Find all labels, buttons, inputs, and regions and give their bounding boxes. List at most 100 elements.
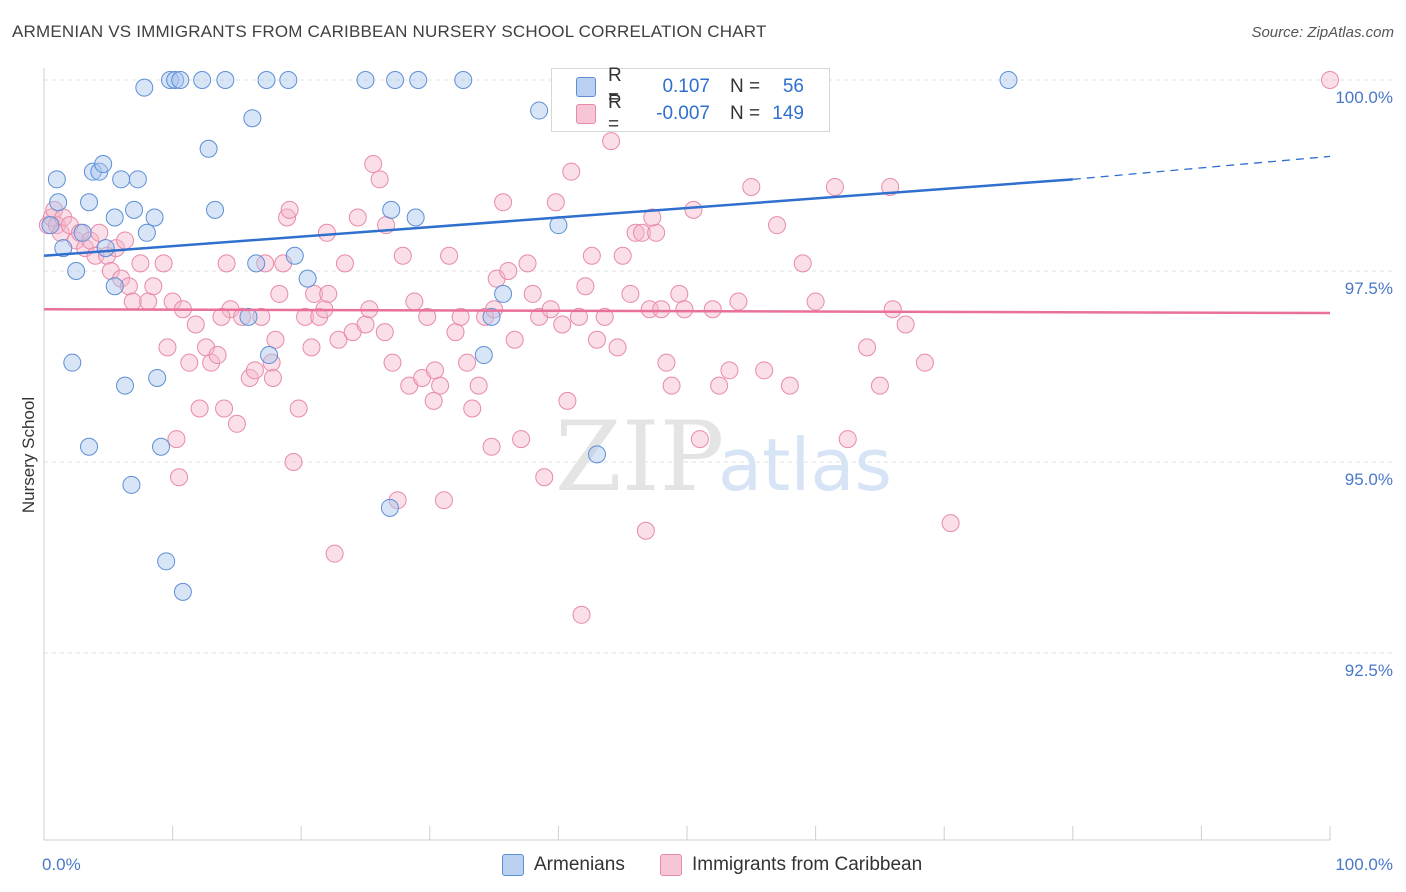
- armenian-point: [122, 475, 141, 494]
- armenian-point: [148, 368, 167, 387]
- caribbean-point: [546, 193, 565, 212]
- caribbean-point: [446, 323, 465, 342]
- caribbean-point: [329, 330, 348, 349]
- armenian-point: [474, 346, 493, 365]
- caribbean-point: [647, 223, 666, 242]
- armenian-point: [54, 239, 73, 258]
- armenian-point: [63, 353, 82, 372]
- series-legend: Armenians Immigrants from Caribbean: [0, 852, 1406, 880]
- caribbean-point: [825, 177, 844, 196]
- caribbean-point: [595, 307, 614, 326]
- armenian-point: [116, 376, 135, 395]
- caribbean-point: [690, 430, 709, 449]
- caribbean-point: [180, 353, 199, 372]
- caribbean-point: [451, 307, 470, 326]
- armenian-point: [105, 277, 124, 296]
- axes: [43, 68, 1331, 841]
- y-tick-label: 100.0%: [1335, 88, 1393, 107]
- armenian-point: [206, 200, 225, 219]
- armenian-trend-extension: [1072, 155, 1331, 180]
- legend-item-armenians[interactable]: Armenians: [502, 852, 625, 878]
- caribbean-point: [317, 223, 336, 242]
- caribbean-point: [190, 399, 209, 418]
- caribbean-point: [434, 491, 453, 510]
- n-value: 149: [772, 103, 804, 124]
- caribbean-point: [51, 223, 70, 242]
- caribbean-point: [838, 430, 857, 449]
- caribbean-point: [319, 284, 338, 303]
- n-value: 56: [782, 76, 804, 97]
- x-tick-labels: 0.0% 100.0%: [42, 855, 1393, 874]
- blue-swatch: [502, 854, 524, 876]
- caribbean-point: [167, 430, 186, 449]
- caribbean-point: [144, 277, 163, 296]
- caribbean-point: [675, 300, 694, 319]
- armenian-point: [409, 71, 428, 89]
- armenian-point: [128, 170, 147, 189]
- caribbean-point: [657, 353, 676, 372]
- caribbean-point: [576, 277, 595, 296]
- caribbean-point: [233, 307, 252, 326]
- armenian-point: [47, 170, 66, 189]
- armenian-point: [216, 71, 235, 89]
- armenian-point: [161, 71, 180, 89]
- caribbean-point: [710, 376, 729, 395]
- stats-legend: R = 0.107 N = 56 R = -0.007 N = 149: [551, 65, 830, 135]
- r-label: R =: [608, 65, 622, 108]
- armenian-point: [105, 208, 124, 227]
- caribbean-point: [572, 605, 591, 624]
- caribbean-point: [541, 300, 560, 319]
- armenian-point: [247, 254, 266, 273]
- armenian-point: [587, 445, 606, 464]
- caribbean-point: [270, 284, 289, 303]
- caribbean-point: [499, 262, 518, 280]
- caribbean-point: [170, 468, 189, 487]
- caribbean-points: [38, 71, 1339, 624]
- caribbean-point: [186, 315, 205, 334]
- armenian-point: [260, 346, 279, 365]
- armenian-point: [166, 71, 185, 89]
- armenian-point: [112, 170, 131, 189]
- armenian-point: [999, 71, 1018, 89]
- caribbean-point: [780, 376, 799, 395]
- caribbean-point: [227, 414, 246, 433]
- pink-swatch: [576, 104, 596, 124]
- armenian-point: [171, 71, 190, 89]
- caribbean-point: [215, 399, 234, 418]
- armenian-point: [285, 246, 304, 265]
- armenian-point: [94, 155, 113, 174]
- caribbean-point: [602, 132, 621, 151]
- caribbean-point: [112, 269, 131, 288]
- caribbean-point: [356, 315, 375, 334]
- armenian-point: [298, 269, 317, 288]
- caribbean-point: [202, 353, 221, 372]
- armenian-point: [386, 71, 405, 89]
- caribbean-point: [383, 353, 402, 372]
- caribbean-point: [881, 177, 900, 196]
- caribbean-point: [393, 246, 412, 265]
- caribbean-point: [431, 376, 450, 395]
- legend-item-caribbean[interactable]: Immigrants from Caribbean: [660, 852, 922, 878]
- armenian-point: [83, 162, 102, 181]
- armenian-point: [494, 284, 513, 303]
- n-label: N =: [730, 103, 761, 124]
- armenian-point: [406, 208, 425, 227]
- caribbean-point: [883, 300, 902, 319]
- armenian-points: [41, 71, 1018, 601]
- armenian-point: [356, 71, 375, 89]
- caribbean-point: [858, 338, 877, 357]
- caribbean-point: [116, 231, 135, 250]
- armenian-trend-line: [43, 178, 1073, 257]
- y-axis-label: Nursery School: [19, 397, 38, 513]
- caribbean-point: [636, 521, 655, 540]
- caribbean-point: [626, 223, 645, 242]
- armenian-point: [145, 208, 164, 227]
- caribbean-point: [107, 239, 126, 258]
- caribbean-point: [562, 162, 581, 181]
- armenian-point: [199, 139, 218, 158]
- y-tick-label: 97.5%: [1345, 279, 1393, 298]
- caribbean-point: [632, 223, 651, 242]
- caribbean-point: [512, 430, 531, 449]
- armenian-point: [530, 101, 549, 120]
- caribbean-point: [289, 399, 308, 418]
